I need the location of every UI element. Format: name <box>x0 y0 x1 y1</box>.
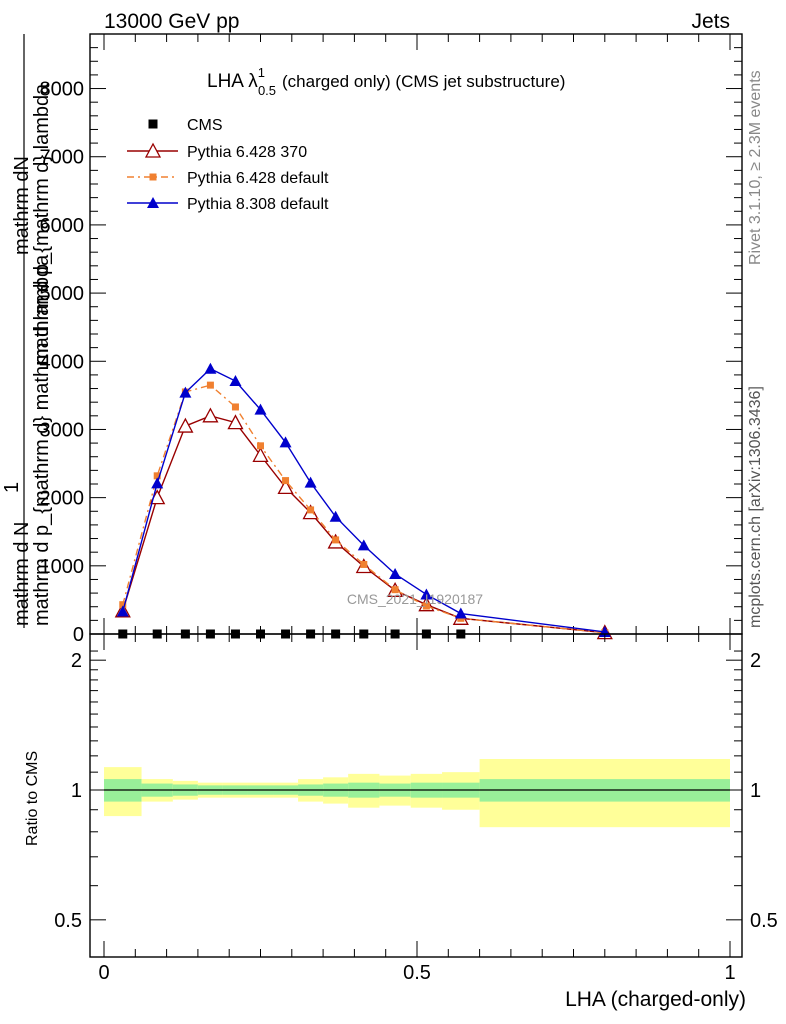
data-point <box>391 586 399 594</box>
data-point <box>257 442 264 450</box>
y-tick-label: 5000 <box>40 283 85 305</box>
data-point <box>116 605 129 617</box>
series-line <box>122 367 605 633</box>
y-label-den2: mathrm d p_{mathrm d} mathrm d lambda <box>31 254 53 626</box>
data-point <box>177 417 194 433</box>
series-line <box>122 384 605 634</box>
legend-entry: CMS <box>148 117 223 134</box>
main-panel: 0 1000 2000 3000 4000 5000 6000 7000 8000 <box>40 33 743 646</box>
y-label-den1: mathrm d p_{mathrm d} lambda <box>31 83 53 365</box>
legend-entry: Pythia 6.428 default <box>127 170 329 187</box>
data-point <box>304 476 317 488</box>
y-tick-label: 1000 <box>40 556 85 578</box>
legend-label: Pythia 6.428 370 <box>187 144 307 161</box>
series-pythia-8-308-default <box>116 362 611 637</box>
legend-label: Pythia 6.428 default <box>187 170 329 187</box>
y-tick-label: 3000 <box>40 419 85 441</box>
ratio-tick-label-left: 0.5 <box>54 910 82 932</box>
data-point <box>357 539 370 551</box>
title-rest: (charged only) (CMS jet substructure) <box>282 72 565 91</box>
data-point <box>151 477 164 489</box>
data-point <box>454 607 467 619</box>
data-point <box>277 479 294 495</box>
data-point <box>231 403 239 411</box>
x-tick-label: 1 <box>724 962 735 984</box>
chart-title: LHA λ1 0.5 (charged only) (CMS jet substru… <box>207 65 565 98</box>
data-point <box>252 446 269 463</box>
y-label-one: 1 <box>1 482 23 493</box>
data-point <box>360 560 368 568</box>
data-point <box>422 602 430 610</box>
title-sup: 1 <box>258 65 265 80</box>
ratio-y-axis-label: Ratio to CMS <box>24 751 41 846</box>
ratio-tick-label-right: 1 <box>750 780 761 802</box>
legend-marker <box>144 142 162 158</box>
x-tick-label: 0 <box>98 962 109 984</box>
legend-marker <box>148 119 158 129</box>
data-point <box>227 414 244 430</box>
data-point <box>206 381 214 389</box>
legend-entry: Pythia 8.308 default <box>127 196 329 213</box>
legend-marker <box>147 197 159 208</box>
y-label-num1: mathrm dN <box>11 156 33 255</box>
data-point <box>420 588 433 600</box>
rivet-version-label: Rivet 3.1.10, ≥ 2.3M events <box>747 70 764 265</box>
y-tick-label: 6000 <box>40 215 85 237</box>
data-point <box>332 536 340 544</box>
data-point <box>202 407 219 423</box>
x-tick-label: 0.5 <box>403 962 431 984</box>
data-point <box>229 375 242 387</box>
mcplots-label: mcplots.cern.ch [arXiv:1306.3436] <box>747 386 764 628</box>
title-sub: 0.5 <box>258 83 276 98</box>
ratio-tick-label-left: 1 <box>71 780 82 802</box>
y-label-num2: mathrm d N <box>11 522 33 626</box>
ratio-tick-label-right: 0.5 <box>750 910 778 932</box>
title-main: LHA λ <box>207 71 258 92</box>
data-point <box>279 436 292 448</box>
ratio-tick-label-left: 2 <box>71 650 82 672</box>
y-tick-label: 0 <box>73 624 84 646</box>
y-tick-label: 7000 <box>40 147 85 169</box>
legend-label: Pythia 8.308 default <box>187 196 329 213</box>
data-point <box>153 472 161 480</box>
ratio-panel: 0 0.5 1 0.5 0.5 1 1 2 2 <box>54 633 778 984</box>
series-line <box>122 415 605 634</box>
data-point <box>119 601 127 609</box>
data-point <box>307 506 315 514</box>
legend-label: CMS <box>187 117 223 134</box>
ratio-tick-label-right: 2 <box>750 650 761 672</box>
data-point <box>179 386 192 398</box>
ratio-frame <box>89 633 743 958</box>
y-tick-label: 2000 <box>40 488 85 510</box>
legend-entry: Pythia 6.428 370 <box>127 142 307 161</box>
legend-marker <box>149 173 157 181</box>
legend: CMS Pythia 6.428 370 Pythia 6.428 default P… <box>127 117 329 213</box>
x-axis-label: LHA (charged-only) <box>565 988 746 1011</box>
data-point <box>329 510 342 522</box>
y-tick-label: 4000 <box>40 351 85 373</box>
header-left-label: 13000 GeV pp <box>104 10 239 33</box>
y-tick-label: 8000 <box>40 79 85 101</box>
data-point <box>254 403 267 415</box>
data-point <box>282 477 290 485</box>
header-right-label: Jets <box>691 10 730 33</box>
data-point <box>389 568 402 579</box>
y-axis-label-main: mathrm d p_{mathrm d} mathrm d lambda ma… <box>1 34 53 628</box>
analysis-watermark: CMS_2021_I1920187 <box>347 591 483 607</box>
